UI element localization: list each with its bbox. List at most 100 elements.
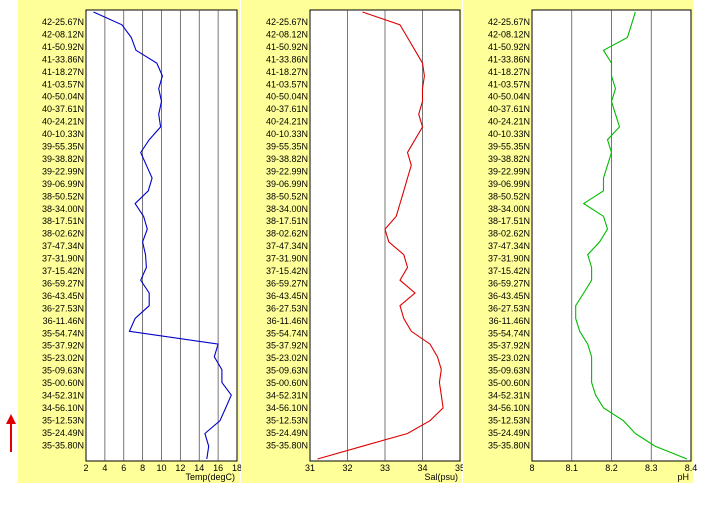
latitude-label: 34-52.31N (266, 391, 308, 401)
x-tick-label: 35 (455, 463, 465, 473)
latitude-label: 37-47.34N (42, 241, 84, 251)
latitude-label: 40-50.04N (488, 92, 530, 102)
latitude-label: 38-02.62N (488, 229, 530, 239)
latitude-label: 41-03.57N (266, 79, 308, 89)
latitude-label: 38-50.52N (266, 191, 308, 201)
latitude-label: 38-02.62N (266, 229, 308, 239)
latitude-label: 38-34.00N (266, 204, 308, 214)
ph-profile-line (575, 11, 688, 460)
latitude-label: 36-11.46N (43, 316, 84, 326)
latitude-label: 35-37.92N (42, 341, 84, 351)
x-axis-label: Sal(psu) (424, 472, 458, 482)
latitude-label: 41-18.27N (266, 67, 308, 77)
latitude-label: 37-15.42N (266, 266, 308, 276)
latitude-label: 38-50.52N (488, 191, 530, 201)
latitude-label: 35-24.49N (488, 428, 530, 438)
latitude-label: 41-50.92N (266, 42, 308, 52)
latitude-label: 41-03.57N (488, 79, 530, 89)
latitude-label: 39-06.99N (266, 179, 308, 189)
x-axis-label: Temp(degC) (185, 472, 235, 482)
latitude-label: 39-22.99N (488, 166, 530, 176)
x-tick-label: 8 (529, 463, 534, 473)
x-tick-label: 33 (380, 463, 390, 473)
up-arrow-head (6, 414, 16, 424)
latitude-label: 35-54.74N (42, 328, 84, 338)
latitude-label: 35-09.63N (266, 366, 308, 376)
latitude-label: 35-35.80N (266, 440, 308, 450)
latitude-label: 39-55.35N (488, 142, 530, 152)
latitude-label: 37-31.90N (42, 254, 84, 264)
latitude-label: 36-43.45N (488, 291, 530, 301)
latitude-label: 39-06.99N (42, 179, 84, 189)
latitude-label: 36-27.53N (266, 303, 308, 313)
latitude-label: 38-02.62N (42, 229, 84, 239)
latitude-label: 37-31.90N (266, 254, 308, 264)
latitude-label: 40-37.61N (42, 104, 84, 114)
latitude-label: 40-37.61N (488, 104, 530, 114)
latitude-label: 35-12.53N (42, 415, 84, 425)
latitude-label: 37-15.42N (488, 266, 530, 276)
direction-arrow (6, 414, 16, 452)
latitude-label: 39-55.35N (266, 142, 308, 152)
latitude-label: 40-24.21N (488, 117, 530, 127)
latitude-label: 41-03.57N (42, 79, 84, 89)
latitude-label: 39-38.82N (42, 154, 84, 164)
latitude-label: 42-25.67N (266, 17, 308, 27)
latitude-label: 38-17.51N (266, 216, 308, 226)
salinity-profile-line (317, 11, 444, 460)
latitude-label: 40-24.21N (266, 117, 308, 127)
latitude-label: 36-11.46N (489, 316, 530, 326)
latitude-label: 39-06.99N (488, 179, 530, 189)
x-tick-label: 4 (102, 463, 107, 473)
x-tick-label: 8.4 (685, 463, 698, 473)
x-tick-label: 34 (417, 463, 427, 473)
latitude-label: 41-18.27N (42, 67, 84, 77)
latitude-label: 35-00.60N (488, 378, 530, 388)
latitude-label: 35-00.60N (42, 378, 84, 388)
latitude-label: 37-47.34N (266, 241, 308, 251)
x-axis-label: pH (677, 472, 689, 482)
latitude-label: 36-43.45N (42, 291, 84, 301)
latitude-label: 38-50.52N (42, 191, 84, 201)
latitude-label: 35-23.02N (488, 353, 530, 363)
latitude-label: 35-37.92N (266, 341, 308, 351)
latitude-label: 41-50.92N (488, 42, 530, 52)
latitude-label: 37-15.42N (42, 266, 84, 276)
latitude-label: 36-59.27N (266, 278, 308, 288)
x-tick-label: 32 (342, 463, 352, 473)
latitude-label: 39-22.99N (42, 166, 84, 176)
latitude-label: 42-08.12N (488, 29, 530, 39)
x-tick-label: 12 (175, 463, 185, 473)
latitude-label: 34-56.10N (488, 403, 530, 413)
latitude-label: 35-35.80N (488, 440, 530, 450)
latitude-label: 35-35.80N (42, 440, 84, 450)
latitude-label: 35-54.74N (488, 328, 530, 338)
latitude-label: 41-33.86N (488, 54, 530, 64)
latitude-label: 40-37.61N (266, 104, 308, 114)
latitude-label: 40-10.33N (488, 129, 530, 139)
latitude-label: 38-17.51N (488, 216, 530, 226)
latitude-label: 36-27.53N (488, 303, 530, 313)
latitude-label: 34-56.10N (42, 403, 84, 413)
latitude-label: 36-43.45N (266, 291, 308, 301)
latitude-label: 37-47.34N (488, 241, 530, 251)
latitude-label: 39-38.82N (266, 154, 308, 164)
latitude-label: 41-50.92N (42, 42, 84, 52)
latitude-label: 37-31.90N (488, 254, 530, 264)
latitude-label: 35-23.02N (42, 353, 84, 363)
latitude-label: 35-12.53N (488, 415, 530, 425)
latitude-label: 42-25.67N (488, 17, 530, 27)
temperature-profile-line (93, 11, 232, 460)
latitude-label: 36-59.27N (42, 278, 84, 288)
latitude-label: 38-17.51N (42, 216, 84, 226)
latitude-label: 35-23.02N (266, 353, 308, 363)
latitude-label: 42-08.12N (42, 29, 84, 39)
latitude-label: 42-08.12N (266, 29, 308, 39)
latitude-label: 39-55.35N (42, 142, 84, 152)
latitude-label: 38-34.00N (42, 204, 84, 214)
latitude-label: 40-24.21N (42, 117, 84, 127)
